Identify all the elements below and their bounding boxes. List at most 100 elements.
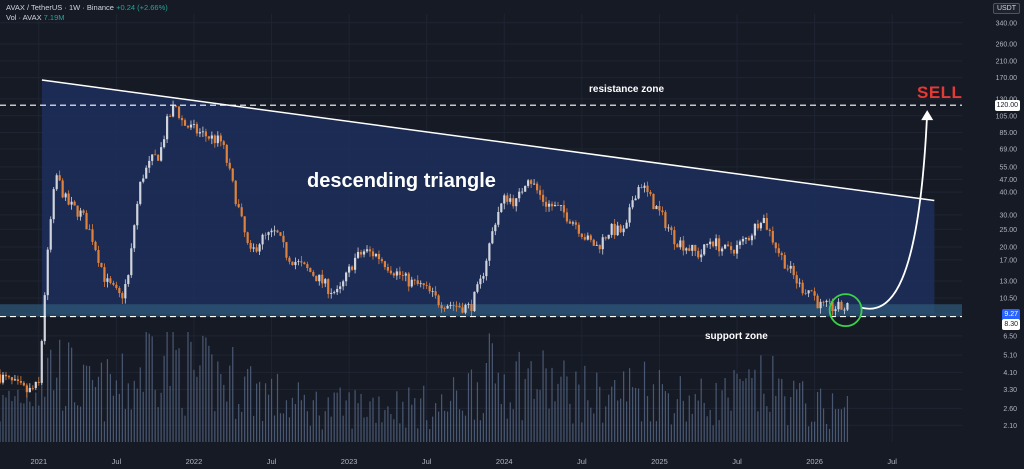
candle-body: [807, 290, 810, 294]
volume-bar: [679, 376, 681, 442]
volume-bar: [330, 416, 332, 442]
candle-body: [219, 135, 222, 142]
currency-button[interactable]: USDT: [992, 3, 1020, 14]
volume-bar: [393, 419, 395, 442]
candle-body: [559, 205, 563, 206]
y-tick-label: 55.00: [999, 164, 1017, 171]
candle-body: [321, 274, 324, 284]
volume-bar: [745, 378, 747, 442]
candle-body: [204, 131, 207, 137]
volume-bar: [253, 415, 255, 442]
volume-bar: [142, 391, 144, 442]
candle-body: [231, 168, 234, 181]
volume-bar: [452, 377, 455, 442]
candle-body: [330, 292, 333, 294]
volume-bar: [464, 415, 467, 442]
candle-body: [798, 282, 801, 284]
volume-bar: [602, 422, 604, 442]
candle-body: [294, 261, 297, 266]
candle-body: [649, 192, 652, 194]
candle-body: [759, 223, 762, 229]
candle-body: [685, 248, 688, 251]
candle-body: [171, 105, 175, 117]
candle-body: [544, 201, 548, 207]
y-tick-label: 3.30: [1003, 387, 1017, 394]
volume-bar: [223, 384, 225, 442]
candle-body: [777, 248, 780, 254]
candle-body: [837, 301, 840, 310]
candle-body: [177, 106, 181, 119]
volume-bar: [23, 403, 25, 442]
candle-body: [422, 283, 425, 286]
volume-bar: [29, 401, 31, 442]
volume-bar: [217, 361, 219, 442]
volume-bar: [799, 382, 801, 442]
candle-body: [365, 249, 369, 252]
volume-bar: [247, 368, 249, 442]
volume-bar: [721, 390, 723, 442]
candle-body: [694, 244, 697, 251]
candle-body: [157, 154, 160, 161]
candle-body: [389, 270, 392, 274]
volume-bar: [387, 406, 389, 442]
volume-bar: [327, 397, 329, 442]
volume-bar: [503, 374, 505, 442]
candle-body: [667, 227, 670, 229]
y-tick-label: 30.00: [999, 212, 1017, 219]
volume-bar: [620, 398, 622, 442]
symbol-title[interactable]: AVAX / TetherUS · 1W · Binance: [6, 3, 114, 12]
candle-body: [556, 204, 560, 206]
volume-bar: [805, 403, 807, 442]
candle-body: [163, 139, 166, 148]
candle-body: [180, 118, 184, 121]
candle-body: [425, 285, 428, 286]
volume-bar: [599, 386, 601, 442]
candle-body: [506, 195, 509, 202]
candle-body: [634, 198, 637, 201]
volume-bar: [235, 418, 237, 442]
volume-bar: [26, 383, 28, 442]
volume-bar: [282, 413, 285, 442]
volume-bar: [82, 364, 85, 442]
descending-trendline: [41, 79, 935, 202]
candle-body: [109, 278, 112, 283]
candle-body: [282, 235, 285, 243]
volume-bar: [563, 360, 565, 442]
candle-body: [386, 267, 390, 271]
volume-bar: [509, 402, 511, 442]
candle-body: [819, 301, 822, 309]
candle-body: [553, 204, 557, 207]
candle-body: [4, 374, 8, 377]
candle-body: [154, 154, 157, 156]
candle-body: [655, 206, 658, 210]
y-tick-label: 20.00: [999, 244, 1017, 251]
candle-body: [723, 244, 727, 249]
candle-body: [828, 300, 831, 302]
candle-body: [816, 295, 819, 309]
candle-body: [825, 300, 828, 303]
y-tick-label: 340.00: [996, 20, 1018, 27]
volume-bar: [778, 378, 780, 442]
candle-body: [127, 275, 130, 285]
candle-body: [691, 244, 694, 251]
candle-body: [822, 301, 825, 303]
candle-body: [216, 135, 219, 144]
volume-bar: [703, 402, 705, 442]
volume-label[interactable]: Vol · AVAX: [6, 13, 42, 22]
volume-bar: [333, 392, 335, 442]
volume-bar: [623, 371, 625, 442]
candle-body: [509, 198, 512, 202]
candle-body: [195, 124, 199, 134]
candle-body: [795, 275, 798, 284]
volume-bar: [202, 335, 204, 442]
volume-bar: [697, 400, 699, 442]
candle-body: [595, 244, 598, 246]
volume-bar: [578, 384, 580, 442]
volume-bar: [193, 369, 195, 442]
volume-bar: [458, 409, 461, 442]
current-price-circle: [828, 293, 863, 328]
volume-bar: [793, 380, 795, 442]
volume-bar: [781, 378, 783, 442]
candle-body: [515, 198, 518, 207]
candle-body: [121, 293, 124, 299]
